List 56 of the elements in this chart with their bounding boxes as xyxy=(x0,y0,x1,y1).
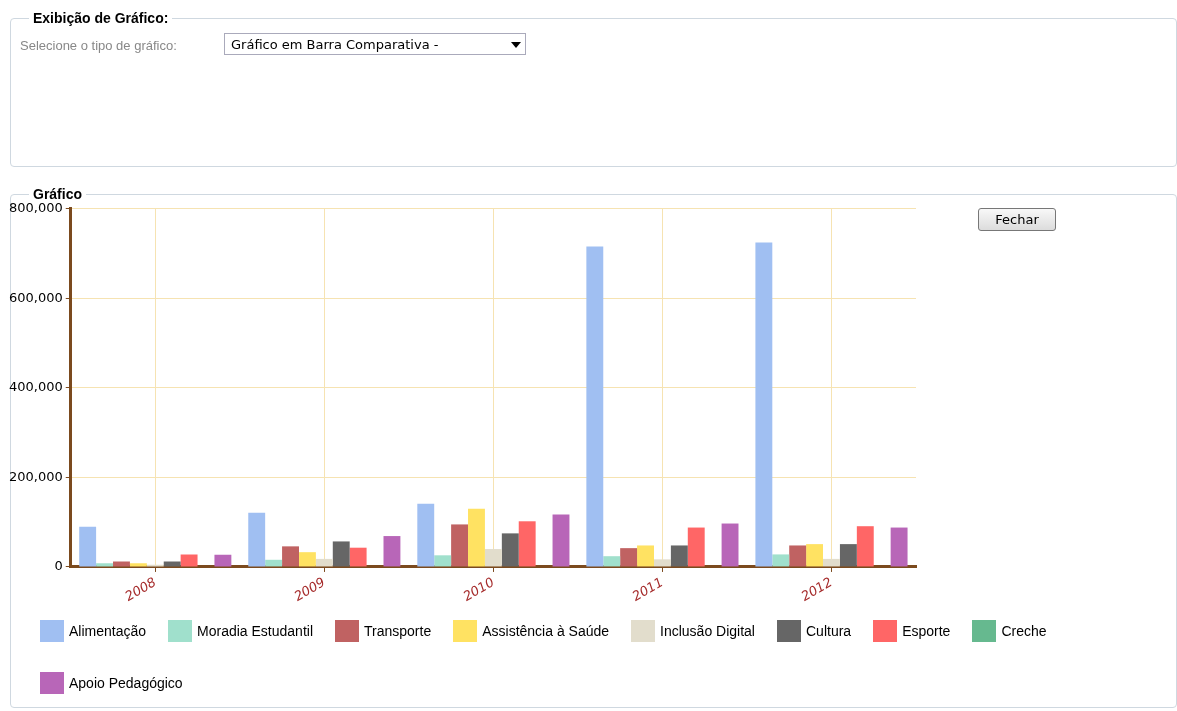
bar xyxy=(265,559,283,567)
bar xyxy=(79,526,97,567)
bar xyxy=(180,554,198,567)
bar xyxy=(315,558,333,567)
legend-label: Transporte xyxy=(364,623,432,639)
text: Fechar xyxy=(978,208,1056,231)
bar xyxy=(687,527,705,567)
bar xyxy=(586,246,604,567)
bar xyxy=(518,521,536,567)
bar xyxy=(637,545,654,567)
bar xyxy=(670,545,688,567)
bar xyxy=(755,242,773,567)
y-tick-label: 400,000 xyxy=(8,379,63,395)
bar xyxy=(839,544,857,567)
legend-label: Esporte xyxy=(902,623,951,639)
chart-title: Gráfico xyxy=(32,186,83,202)
y-tick-label: 800,000 xyxy=(8,200,63,216)
bar xyxy=(383,536,401,567)
bar xyxy=(214,554,232,567)
y-tick-label: 0 xyxy=(54,558,63,574)
y-tick-label: 200,000 xyxy=(8,468,63,484)
bar xyxy=(248,512,266,567)
bar xyxy=(603,556,621,567)
bar xyxy=(501,533,519,567)
bar xyxy=(282,546,299,567)
bar xyxy=(298,552,316,567)
bar xyxy=(349,547,367,567)
text: Selecione o tipo de gráfico: xyxy=(20,38,177,53)
bar xyxy=(856,526,874,567)
bar xyxy=(721,523,739,567)
bar xyxy=(772,554,790,567)
bar xyxy=(129,563,147,567)
text: Gráfico em Barra Comparativa - xyxy=(231,37,439,52)
legend-label: Inclusão Digital xyxy=(660,623,755,639)
bar xyxy=(484,549,502,567)
legend-label: Alimentação xyxy=(69,623,147,639)
legend-label: Cultura xyxy=(805,623,852,639)
y-tick-label: 600,000 xyxy=(8,289,63,305)
bar xyxy=(552,514,570,567)
legend-label: Apoio Pedagógico xyxy=(69,675,183,691)
bar xyxy=(96,563,114,567)
legend-label: Moradia Estudantil xyxy=(197,623,313,639)
bar xyxy=(468,508,485,567)
bar xyxy=(823,558,840,567)
bar xyxy=(890,527,908,567)
bar xyxy=(451,524,469,567)
bar xyxy=(806,544,824,567)
bar xyxy=(434,555,452,567)
bar xyxy=(789,545,807,567)
bar xyxy=(332,541,350,567)
text: Exibição de Gráfico: xyxy=(32,10,170,26)
bar xyxy=(620,548,638,567)
bar xyxy=(653,559,671,567)
legend-label: Assistência à Saúde xyxy=(482,623,610,639)
bar xyxy=(417,503,435,567)
legend-label: Creche xyxy=(1001,623,1047,639)
